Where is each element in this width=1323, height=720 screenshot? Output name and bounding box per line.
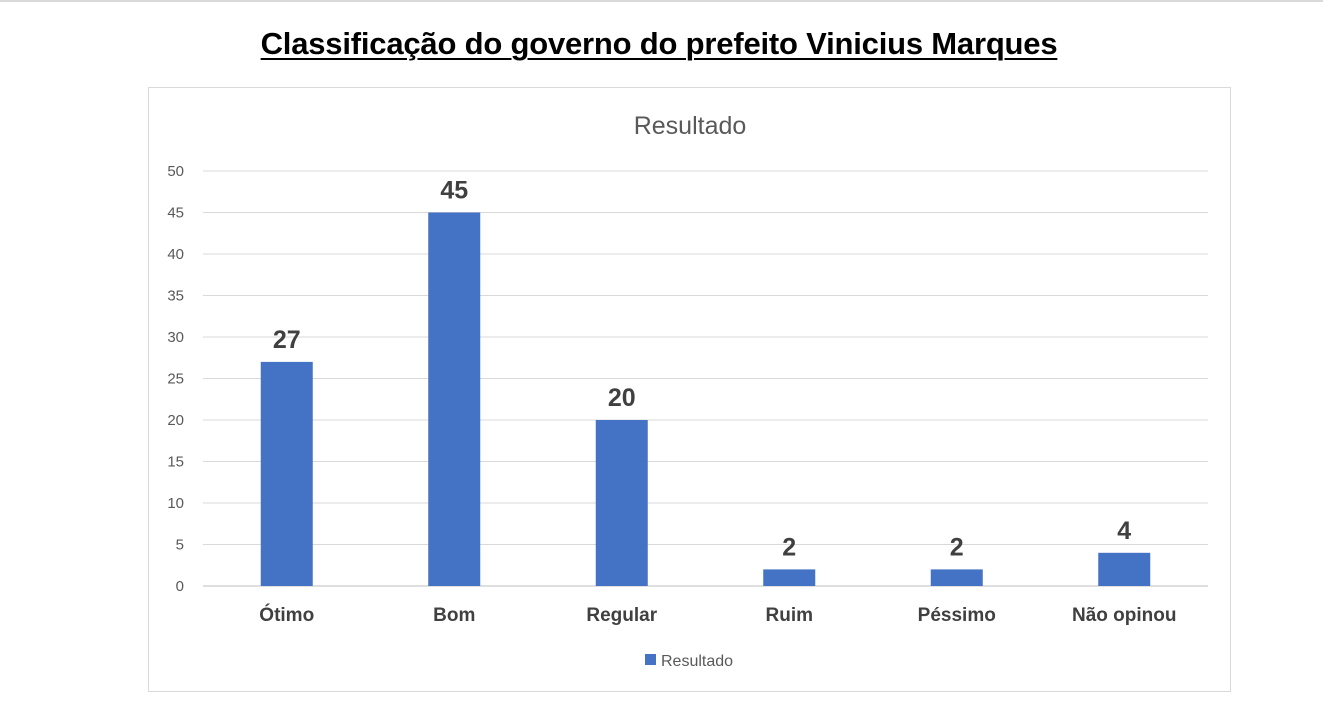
- chart-frame: [148, 87, 1231, 692]
- y-tick-label: 20: [167, 412, 184, 429]
- chart-title: Resultado: [634, 112, 747, 140]
- y-tick-label: 0: [176, 578, 184, 595]
- data-label: 20: [608, 384, 636, 412]
- y-tick-label: 15: [167, 454, 184, 471]
- x-tick-label: Bom: [433, 605, 475, 626]
- y-tick-label: 30: [167, 329, 184, 346]
- y-tick-label: 5: [176, 537, 184, 554]
- y-tick-label: 10: [167, 495, 184, 512]
- top-rule: [0, 0, 1323, 2]
- data-label: 4: [1117, 517, 1131, 545]
- data-label: 2: [782, 533, 796, 561]
- y-tick-label: 45: [167, 205, 184, 222]
- data-labels: 27 45 20 2 2 4: [273, 177, 1131, 562]
- y-tick-label: 35: [167, 288, 184, 305]
- y-tick-label: 50: [167, 163, 184, 180]
- bar: [260, 361, 313, 586]
- bar: [930, 569, 983, 586]
- data-label: 45: [440, 177, 468, 205]
- bar: [595, 420, 648, 586]
- bar: [763, 569, 816, 586]
- gridlines: [203, 170, 1208, 587]
- x-tick-label: Não opinou: [1072, 605, 1176, 626]
- legend-swatch: [645, 654, 656, 665]
- data-label: 2: [950, 533, 964, 561]
- x-axis: Ótimo Bom Regular Ruim Péssimo Não opinou: [259, 604, 1176, 626]
- bar: [428, 212, 481, 586]
- y-tick-label: 40: [167, 246, 184, 263]
- y-tick-label: 25: [167, 371, 184, 388]
- x-tick-label: Regular: [586, 605, 657, 626]
- x-tick-label: Péssimo: [918, 605, 996, 626]
- data-label: 27: [273, 326, 301, 354]
- legend: Resultado: [645, 653, 733, 670]
- x-tick-label: Ótimo: [259, 604, 314, 626]
- legend-label: Resultado: [661, 653, 733, 670]
- bar: [1098, 552, 1151, 586]
- y-axis: 0 5 10 15 20 25 30 35 40 45 50: [167, 163, 184, 595]
- x-tick-label: Ruim: [766, 605, 814, 626]
- page-title: Classificação do governo do prefeito Vin…: [260, 26, 1058, 61]
- bars: [260, 212, 1151, 586]
